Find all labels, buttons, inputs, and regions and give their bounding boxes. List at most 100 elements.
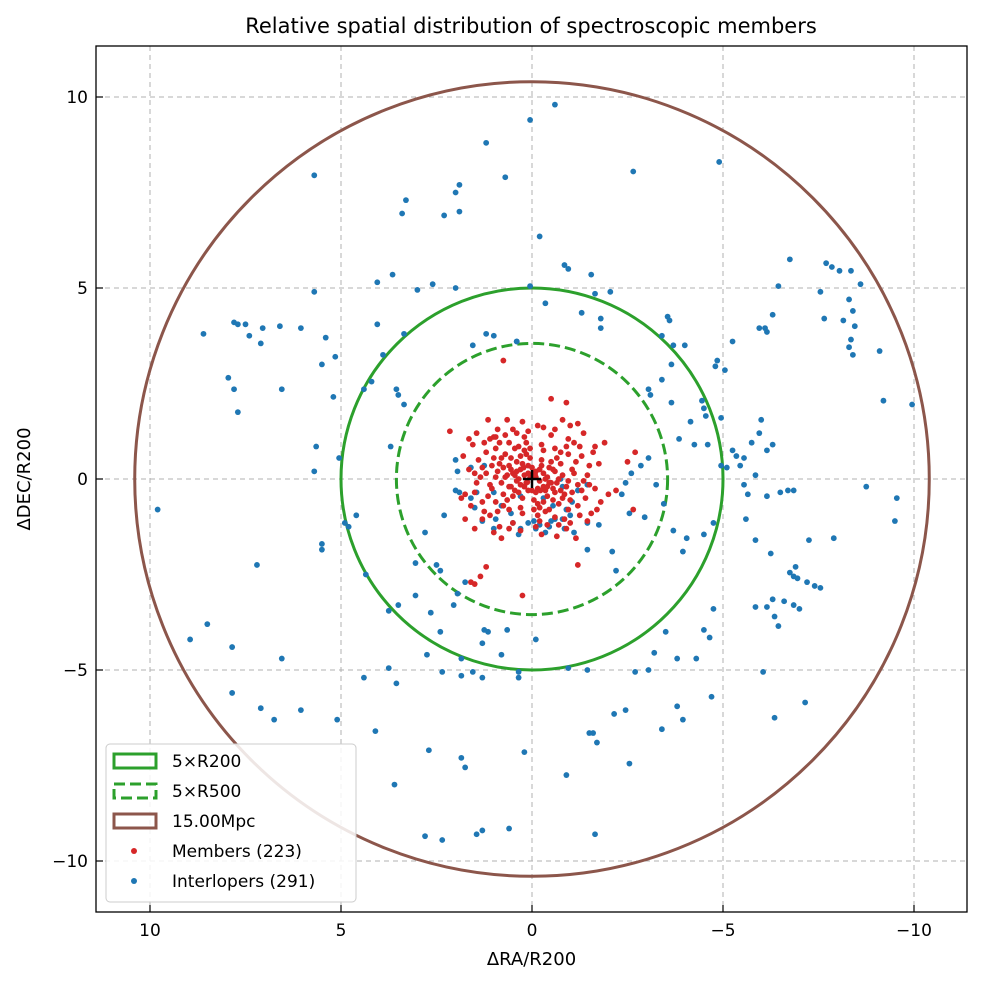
interloper-point [769,311,776,318]
interloper-point [804,579,810,586]
interloper-point [200,330,207,337]
member-point [494,426,501,433]
interloper-point [231,386,237,393]
interloper-point [771,714,778,721]
member-point [506,506,512,513]
interloper-point [395,392,402,398]
member-point [565,451,572,458]
interloper-point [332,353,339,360]
interloper-point [452,457,459,463]
interloper-point [469,669,476,675]
interloper-point [786,569,793,576]
interloper-point [752,604,759,610]
member-point [488,462,495,469]
member-point [569,466,576,473]
interloper-point [385,665,392,671]
member-point [510,426,516,433]
interloper-point [473,831,480,838]
y-tick-label: −5 [63,661,88,681]
interloper-point [429,281,436,288]
legend-label: 5×R200 [172,752,241,772]
interloper-point [225,374,232,381]
cluster-center [523,470,541,488]
interloper-point [492,516,499,523]
member-point [565,435,572,442]
interloper-point [607,288,614,295]
interloper-point [823,260,830,267]
interloper-point [502,174,509,181]
interloper-point [743,516,749,523]
interloper-point [483,139,490,146]
interloper-point [836,267,843,274]
interloper-point [229,644,236,650]
member-point [494,468,501,475]
member-point [536,466,543,473]
member-point [571,439,577,446]
member-point [552,468,558,475]
interloper-point [515,674,522,681]
member-point [511,487,518,494]
member-point [553,479,560,486]
member-point [561,516,568,523]
interloper-point [723,464,730,471]
interloper-point [469,342,476,349]
interloper-point [341,520,348,526]
member-point [555,521,562,528]
member-point [500,464,507,471]
interloper-point [651,649,658,656]
interloper-point [668,399,675,406]
interloper-point [311,288,318,295]
interloper-point [764,493,770,500]
member-point [592,443,598,450]
interloper-point [584,546,591,553]
member-point [586,462,593,469]
members-series [446,357,639,599]
interloper-point [467,495,474,501]
interloper-point [710,605,717,612]
interloper-point [456,181,463,188]
interloper-point [632,669,639,675]
interloper-point [531,518,537,524]
interloper-point [479,827,486,834]
interloper-point [679,716,686,723]
member-point [540,447,547,454]
member-point [471,525,478,532]
member-point [521,447,528,454]
interloper-point [622,707,629,714]
interloper-point [718,462,724,469]
interloper-point [876,348,883,354]
interloper-point [645,667,652,673]
member-point [546,479,553,486]
interloper-point [506,825,512,832]
interloper-point [710,520,717,526]
member-point [515,443,522,450]
interloper-point [387,443,394,450]
legend-label: 15.00Mpc [172,812,255,832]
circle-15-00mpc [133,80,931,878]
member-point [552,445,558,452]
interloper-point [811,583,818,589]
member-point [529,487,535,494]
member-point [473,430,480,437]
member-point [510,520,516,526]
interloper-point [674,655,681,662]
interloper-point [584,667,591,673]
member-point [529,464,535,471]
member-point [544,521,551,528]
member-point [582,495,589,501]
interloper-point [372,728,379,735]
member-point [532,523,539,530]
interloper-point [626,760,633,767]
interloper-point [552,101,558,108]
interloper-point [737,462,744,469]
member-point [624,458,631,465]
interloper-point [414,287,421,293]
member-point [504,472,511,479]
member-point [496,523,503,530]
interloper-point [515,669,522,675]
member-point [466,466,472,473]
interloper-point [345,523,352,530]
interloper-point [609,548,616,555]
member-point [559,472,566,479]
interloper-point [458,754,465,761]
